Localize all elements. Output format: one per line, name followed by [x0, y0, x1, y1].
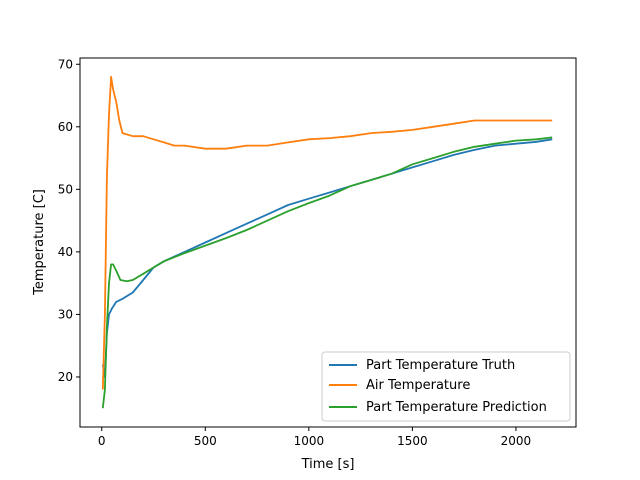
- y-tick-label: 20: [58, 370, 73, 384]
- x-axis-label: Time [s]: [301, 457, 355, 472]
- legend-box: [321, 351, 571, 422]
- y-tick-label: 60: [58, 120, 73, 134]
- legend-label-truth: Part Temperature Truth: [366, 358, 515, 373]
- part-temperature-prediction-line: [101, 136, 553, 409]
- y-tick-label: 30: [58, 307, 73, 321]
- x-tick-label: 1000: [294, 434, 325, 448]
- x-tick-label: 1500: [397, 434, 428, 448]
- x-axis-ticks: 0 500 1000 1500 2000: [98, 427, 531, 448]
- air-temperature-line: [101, 75, 553, 390]
- x-tick-label: 0: [98, 434, 106, 448]
- x-tick-label: 500: [194, 434, 217, 448]
- y-tick-label: 40: [58, 245, 73, 259]
- y-axis-label: Temperature [C]: [32, 189, 47, 296]
- y-tick-label: 50: [58, 182, 73, 196]
- y-tick-label: 70: [58, 57, 73, 71]
- legend-label-prediction: Part Temperature Prediction: [366, 400, 547, 415]
- y-axis-ticks: 20 30 40 50 60 70: [58, 57, 80, 384]
- plot-frame: [79, 57, 577, 428]
- legend: Part Temperature Truth Air Temperature P…: [321, 351, 571, 422]
- x-tick-label: 2000: [501, 434, 532, 448]
- part-temperature-truth-line: [101, 138, 553, 378]
- series-lines: [101, 75, 553, 409]
- legend-label-air: Air Temperature: [366, 378, 470, 393]
